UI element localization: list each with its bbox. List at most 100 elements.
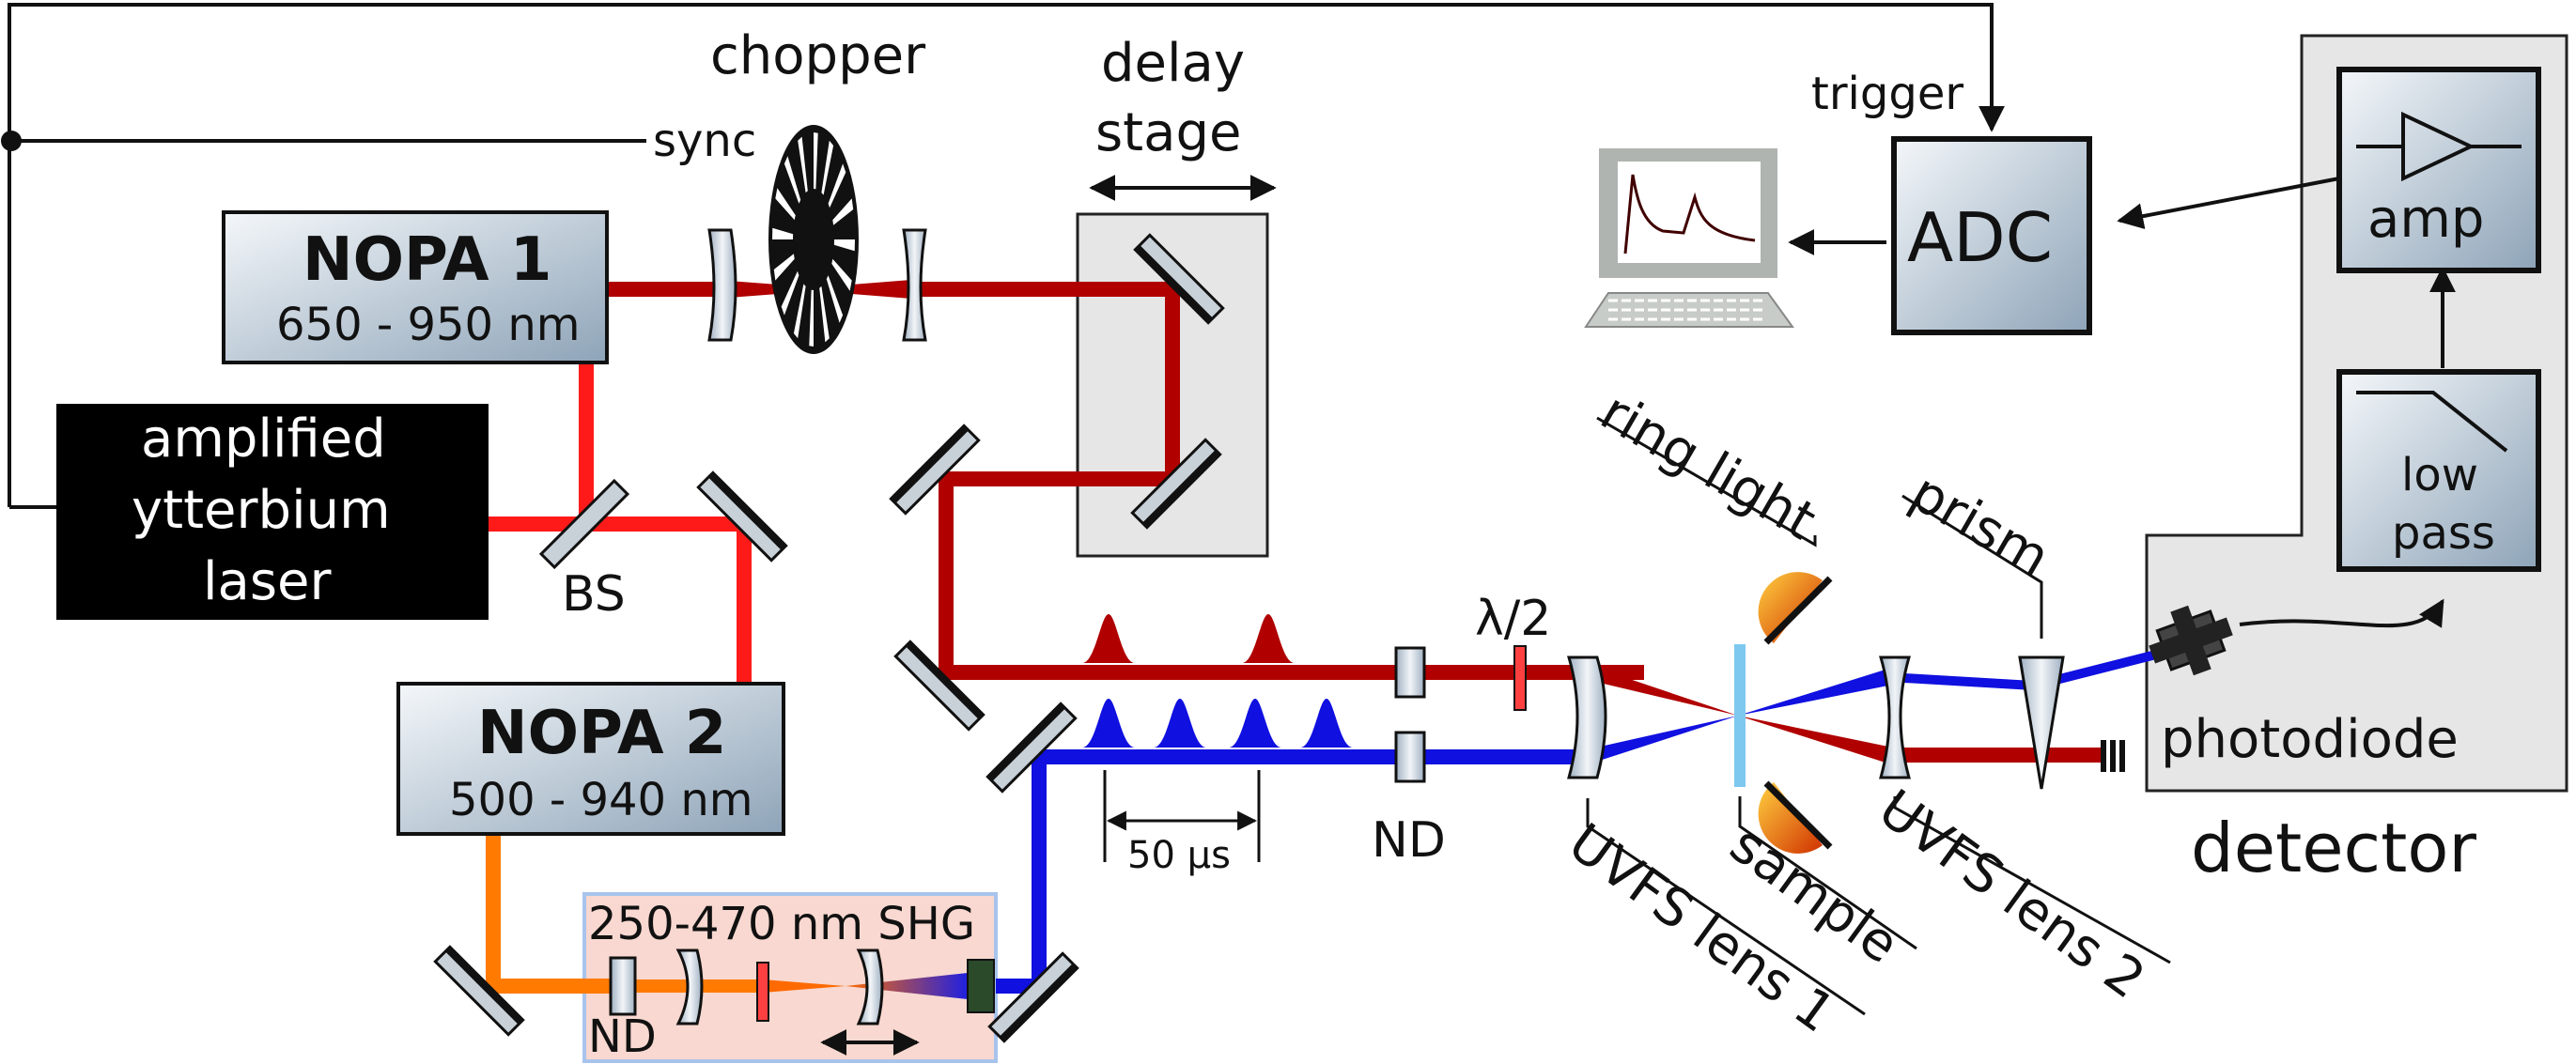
- nd-shg-label: ND: [588, 1010, 657, 1063]
- ring-light-label: ring light: [1591, 381, 1825, 552]
- chopper-slot: [832, 198, 854, 225]
- mirror-nopa2: [433, 945, 525, 1037]
- amplifier-symbol-icon: [2356, 111, 2522, 182]
- detector-label: detector: [2191, 809, 2476, 887]
- shg-label: 250-470 nm SHG: [588, 898, 975, 950]
- mirror-delay-2: [1130, 438, 1222, 530]
- chopper-slot: [814, 132, 818, 190]
- mirror-delay-4: [893, 640, 985, 732]
- chopper-slot: [826, 275, 844, 323]
- photodiode-icon: [2149, 605, 2233, 676]
- sync-label: sync: [653, 115, 756, 167]
- chopper-slot: [809, 289, 814, 347]
- chopper-lens-2: [902, 228, 927, 342]
- ring-light-bottom: [1758, 780, 1833, 854]
- lowpass-symbol-icon: [2356, 391, 2508, 453]
- amp-box: [2336, 67, 2541, 273]
- beam-splitter: [538, 478, 630, 570]
- amp-label: amp: [2367, 189, 2484, 250]
- mirror-uv-1: [987, 951, 1079, 1043]
- shg-output: [846, 973, 968, 999]
- laser-box: [56, 404, 489, 620]
- nopa2-title: NOPA 2: [477, 699, 726, 768]
- chopper-slot: [798, 136, 808, 193]
- wire-junction: [1, 131, 22, 151]
- chopper-label: chopper: [710, 25, 926, 86]
- shg-lens-2: [856, 948, 884, 1025]
- chopper-slot: [833, 239, 855, 252]
- half-wave-label: λ/2: [1475, 591, 1551, 647]
- delay-stage-label-1: delay: [1101, 33, 1245, 94]
- chopper-slot: [781, 270, 799, 316]
- laser-label-3: laser: [203, 551, 333, 612]
- mirror-delay-3: [889, 424, 981, 516]
- amp-to-adc-arrow: [2117, 177, 2340, 229]
- blue-pulse-1: [1082, 699, 1135, 748]
- laser-label-1: amplified: [141, 409, 386, 470]
- bs-label: BS: [562, 566, 626, 623]
- prism-label: prism: [1901, 462, 2059, 589]
- blue-pulse-3: [1229, 699, 1281, 748]
- nopa1-range: 650 - 950 nm: [276, 299, 581, 351]
- chopper-slot: [784, 156, 801, 204]
- chopper-wheel: [768, 125, 859, 354]
- half-wave-plate: [1513, 645, 1527, 711]
- chopper-slot: [821, 140, 834, 195]
- shg-lens-1: [675, 948, 704, 1025]
- time-scale-bar: [1103, 770, 1261, 862]
- nopa2-range: 500 - 940 nm: [449, 774, 753, 826]
- mirror-delay-1: [1133, 233, 1225, 325]
- shg-focus: [763, 979, 846, 993]
- lowpass-label-2: pass: [2392, 507, 2495, 560]
- lowpass-label-1: low: [2401, 449, 2478, 501]
- nopa1-box: [222, 210, 609, 364]
- chopper-slot: [772, 227, 794, 239]
- beam-dump: [2101, 740, 2125, 772]
- photodiode-cable: [2239, 598, 2444, 628]
- lowpass-box: [2336, 369, 2541, 572]
- time-scale-label: 50 µs: [1127, 834, 1231, 877]
- uvfs-lens-2-label: UVFS lens 2: [1868, 779, 2156, 1011]
- blue-pulse-2: [1154, 699, 1206, 748]
- red-pulse-1: [1082, 614, 1135, 663]
- ring-light-top: [1758, 572, 1833, 645]
- delay-stage-label-2: stage: [1095, 102, 1241, 163]
- nopa2-box: [396, 682, 785, 836]
- nd-filter-red: [1394, 646, 1426, 699]
- nd-filter-shg: [609, 956, 637, 1016]
- nopa1-after-sample: [1738, 716, 1888, 763]
- callout-lines: [1586, 416, 2171, 1016]
- trigger-wire: [8, 3, 2005, 507]
- nopa1-beam-delay: [911, 282, 1644, 680]
- blue-pulse-4: [1300, 699, 1353, 748]
- laser-label-2: ytterbium: [132, 480, 391, 541]
- red-pulse-2: [1242, 614, 1295, 663]
- chopper-slot: [828, 163, 846, 208]
- nopa1-to-sample: [1588, 665, 1738, 716]
- nd-filter-blue: [1394, 731, 1426, 783]
- uv-to-sample: [1588, 716, 1738, 764]
- chopper-slot: [775, 188, 796, 221]
- shg-filter: [967, 959, 995, 1013]
- mirror-uv-2: [985, 702, 1078, 794]
- photodiode-label: photodiode: [2161, 709, 2459, 770]
- chopper-lens-1: [707, 228, 737, 342]
- chopper-slot: [831, 258, 852, 291]
- uv-after-sample: [1738, 669, 1888, 716]
- nopa1-title: NOPA 1: [303, 225, 551, 295]
- mirror-pump: [696, 470, 788, 563]
- nopa1-focus: [716, 280, 815, 299]
- uvfs-lens-1: [1567, 655, 1607, 779]
- trigger-label: trigger: [1811, 68, 1963, 120]
- shg-crystal: [756, 962, 769, 1022]
- chopper-slot: [819, 285, 830, 343]
- nopa1-diverge: [815, 280, 911, 299]
- adc-box: [1891, 136, 2092, 335]
- adc-label: ADC: [1907, 198, 2053, 277]
- computer-icon: [1584, 148, 1794, 328]
- prism: [2018, 655, 2065, 790]
- uv-beam: [996, 749, 1588, 994]
- chopper-slot: [793, 284, 806, 339]
- chopper-slot: [773, 254, 795, 281]
